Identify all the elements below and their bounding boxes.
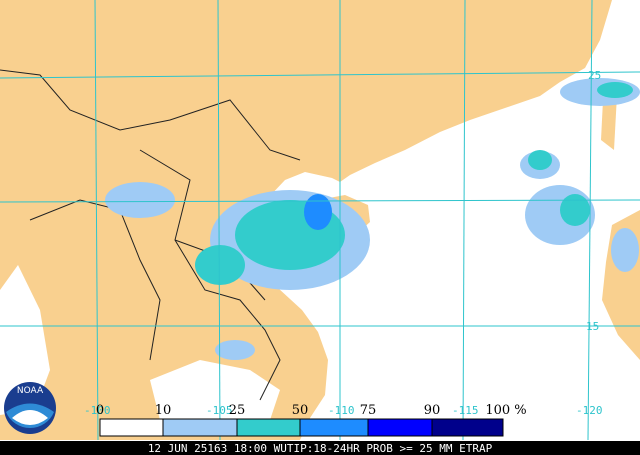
grid-label: -105 (206, 404, 233, 417)
legend-label: 100 % (485, 403, 526, 418)
legend-label: 25 (229, 403, 246, 418)
grid-label: -115 (452, 404, 479, 417)
taiwan (601, 95, 617, 150)
legend-swatch (162, 418, 238, 437)
legend-swatch (431, 418, 504, 437)
grid-label: -100 (84, 404, 111, 417)
legend-swatch (299, 418, 369, 437)
legend-label: 90 (424, 403, 441, 418)
legend-swatch (236, 418, 301, 437)
precip-high (304, 194, 332, 230)
legend: 0 10 25 50 75 90 100 % (96, 403, 527, 437)
legend-swatch (367, 418, 433, 437)
footer-bar (0, 441, 640, 455)
legend-swatch (99, 418, 164, 437)
mainland (0, 0, 612, 440)
gulf-of-thailand (150, 360, 280, 420)
grid-label: -110 (328, 404, 355, 417)
borders (0, 69, 301, 401)
legend-label: 75 (360, 403, 377, 418)
bay-of-bengal (0, 265, 50, 415)
graticule (0, 0, 640, 441)
legend-label: 10 (155, 403, 172, 418)
legend-label: 0 (96, 403, 104, 418)
legend-label: 50 (292, 403, 309, 418)
grid-label: -120 (576, 404, 603, 417)
logo-text: NOAA (17, 386, 44, 396)
footer: 12 JUN 25163 18:00 WUTIP:18-24HR PROB >=… (148, 442, 493, 455)
grid-label: 25 (588, 69, 601, 82)
noaa-logo: NOAA (4, 382, 56, 434)
grid-label: 15 (586, 320, 599, 333)
